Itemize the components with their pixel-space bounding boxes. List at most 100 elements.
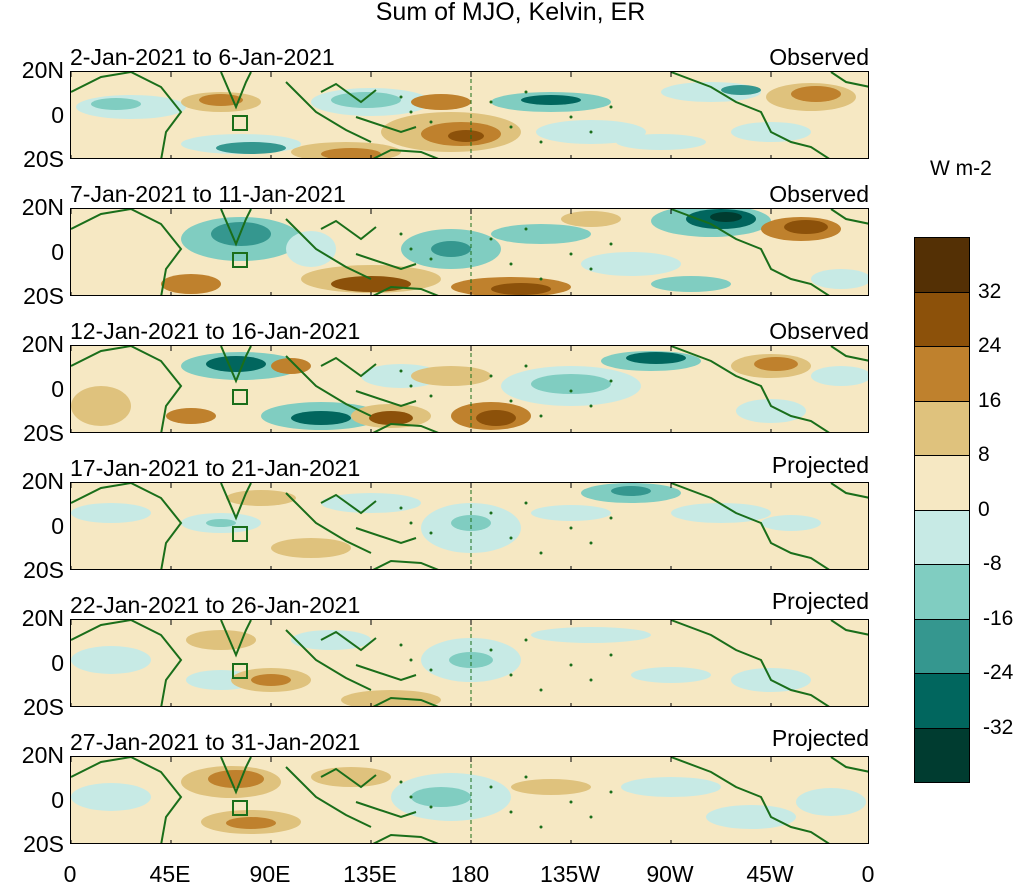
island-dot [589,130,593,134]
colorbar-label: 16 [978,389,1002,412]
coastline-australia [372,833,439,843]
lon-label-135w: 135W [539,861,601,887]
panel-4-map [70,482,869,570]
panel-3-map [70,345,869,433]
coastline-africa [71,209,183,295]
panel-2-type: Observed [769,181,869,207]
island-dot [524,501,528,505]
island-dot [539,277,543,281]
coastline-africa [71,757,183,843]
coastline-africa [71,72,183,158]
island-dot [429,257,433,261]
region-box [232,526,248,542]
island-dot [589,404,593,408]
coastline-americas [670,757,830,843]
coastline-africa-west [830,483,868,499]
lat-label-0: 0 [51,650,64,676]
lon-label-180: 180 [450,861,490,887]
island-dot [489,100,493,104]
island-dot [509,673,513,677]
lat-label-0: 0 [51,239,64,265]
coastline-maritime-continent [285,766,417,828]
colorbar-segment [915,565,969,620]
colorbar-segment [915,729,969,782]
lat-label-20s: 20S [23,420,64,446]
colorbar-segment [915,238,969,293]
coastline-americas [670,620,830,706]
island-dot [609,242,613,246]
coastline-australia [372,285,439,295]
island-dot [409,110,413,114]
panel-1-map [70,71,869,159]
colorbar-label: 8 [978,443,990,466]
colorbar-label: 32 [978,280,1002,303]
panel-2-map [70,208,869,296]
island-dot [609,516,613,520]
island-dot [539,414,543,418]
lat-label-20n: 20N [21,331,64,357]
lon-label-0-east: 0 [861,861,875,887]
coastline-africa [71,483,183,569]
island-dot [524,227,528,231]
lat-label-20n: 20N [21,468,64,494]
lon-label-0: 0 [63,861,77,887]
island-dot [399,506,403,510]
coastline-africa-west [830,209,868,225]
island-dot [609,379,613,383]
island-dot [509,262,513,266]
colorbar-label: -8 [983,552,1002,575]
island-dot [569,389,573,393]
island-dot [509,810,513,814]
island-dot [524,775,528,779]
lat-label-20n: 20N [21,605,64,631]
figure-title: Sum of MJO, Kelvin, ER [375,0,646,26]
panel-1-period: 2-Jan-2021 to 6-Jan-2021 [70,44,335,70]
region-box [232,115,248,131]
panel-6-map [70,756,869,844]
island-dot [489,374,493,378]
island-dot [589,267,593,271]
coastline-africa [71,346,183,432]
coastline-australia [372,559,439,569]
island-dot [409,658,413,662]
coastline-africa-west [830,620,868,636]
island-dot [399,643,403,647]
panel-5-period: 22-Jan-2021 to 26-Jan-2021 [70,592,361,618]
colorbar-segment [915,293,969,347]
lon-label-45e: 45E [149,861,191,887]
island-dot [429,394,433,398]
colorbar-label: 0 [978,498,990,521]
coastline-india [220,72,252,110]
island-dot [429,668,433,672]
coastline-india [220,483,252,521]
panel-2-period: 7-Jan-2021 to 11-Jan-2021 [70,181,346,207]
lon-label-90e: 90E [249,861,291,887]
island-dot [524,638,528,642]
lat-label-20s: 20S [23,557,64,583]
colorbar-segment [915,674,969,729]
island-dot [539,825,543,829]
island-dot [524,90,528,94]
coastline-africa [71,620,183,706]
island-dot [569,800,573,804]
colorbar-label: -32 [983,716,1014,739]
coastline-africa-west [830,72,868,88]
region-box [232,389,248,405]
island-dot [569,252,573,256]
lat-label-20n: 20N [21,742,64,768]
island-dot [429,531,433,535]
coastline-maritime-continent [285,81,417,143]
panel-6-period: 27-Jan-2021 to 31-Jan-2021 [70,729,361,755]
coastline-americas [670,72,830,158]
panel-5-map [70,619,869,707]
coastline-maritime-continent [285,492,417,554]
coastline-americas [670,209,830,295]
island-dot [609,105,613,109]
coastline-americas [670,346,830,432]
island-dot [589,815,593,819]
panel-5-type: Projected [771,588,869,614]
island-dot [409,384,413,388]
coastline-india [220,209,252,247]
island-dot [569,115,573,119]
island-dot [489,511,493,515]
